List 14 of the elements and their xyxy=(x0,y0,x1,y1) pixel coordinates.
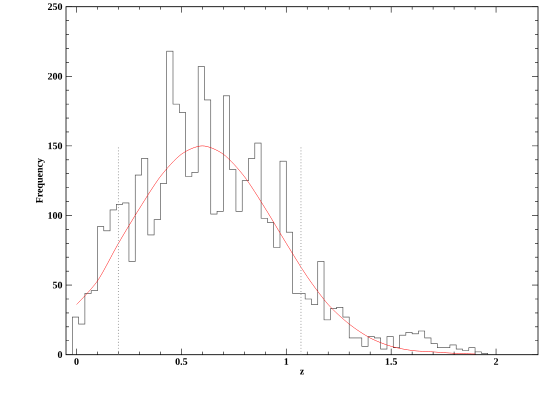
y-tick-label: 150 xyxy=(48,142,62,150)
x-tick-label: 2 xyxy=(494,358,498,365)
y-tick-label: 100 xyxy=(48,212,62,219)
y-tick-label: 200 xyxy=(48,73,62,80)
y-tick-label: 50 xyxy=(52,282,62,289)
y-tick-label: 0 xyxy=(58,351,62,358)
x-tick-label: 0 xyxy=(74,358,79,366)
x-axis-title: z xyxy=(300,370,304,375)
line-series xyxy=(76,146,476,354)
y-axis-title: Frequency xyxy=(36,158,45,204)
x-tick-label: 1 xyxy=(284,358,288,365)
x-tick-label: 0.5 xyxy=(176,358,188,366)
x-tick-label: 1.5 xyxy=(386,358,398,366)
y-tick-label: 250 xyxy=(48,3,62,10)
